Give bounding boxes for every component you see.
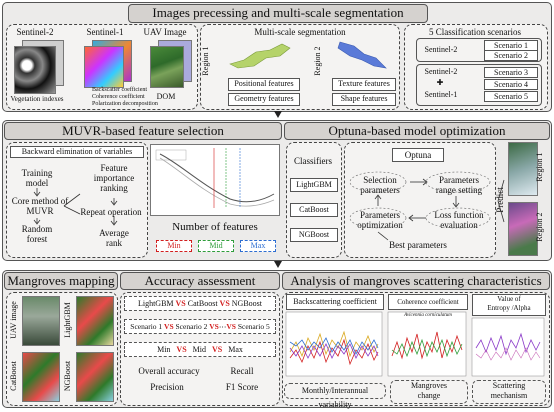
sentinel2-label: Sentinel-2 (16, 27, 54, 37)
region1-segment-map (229, 43, 291, 69)
repeat-operation-label: Repeat operation (80, 207, 142, 217)
feature-importance-label: Feature importance ranking (93, 163, 135, 193)
monthly-variability-box: Monthly/Interannual variability (284, 383, 386, 409)
vegetation-indexes-label: Vegetation indexes (10, 95, 64, 103)
uav-label: UAV Image (143, 27, 187, 37)
segmentation-title: Multi-scale segmentation (254, 27, 346, 37)
coherence-box: Coherence coefficient (388, 294, 468, 310)
max-box: Max (240, 240, 276, 252)
texture-features: Texture features (332, 78, 396, 91)
arrow-down-1-icon (274, 111, 282, 118)
backscatter-box: Backscattering coefficient (286, 294, 384, 310)
number-of-features-label: Number of features (172, 221, 258, 233)
entropy-box: Value of Entropy /Alpha (472, 294, 546, 316)
scenario-4: Scenario 4 (484, 79, 538, 90)
f1-score-label: F1 Score (225, 382, 259, 392)
region2-segment-map (337, 41, 387, 69)
coherence-chart (387, 311, 467, 377)
overall-accuracy-label: Overall accuracy (138, 366, 200, 376)
scenario-5: Scenario 5 (484, 91, 538, 102)
accuracy-title: Accuracy assessment (120, 272, 280, 290)
catboost-map-label: CatBoost (9, 361, 18, 391)
uav-map-label: UAV image (9, 301, 18, 339)
backward-elimination-box: Backward elimination of variables (10, 146, 144, 158)
plus-icon: ✚ (436, 78, 444, 87)
s1-feature-2: Coherence coefficient (92, 94, 145, 100)
scenarios-title: 5 Classification scenarios (429, 27, 521, 37)
training-model-label: Training model (21, 168, 53, 188)
mapping-title: Mangroves mapping (4, 272, 118, 290)
shape-features: Shape features (332, 93, 396, 106)
coherence-plot-title: Avicennia corniculatum (404, 313, 452, 318)
cls-sentinel1: Sentinel-1 (424, 90, 458, 99)
scenario-group-s2 (416, 38, 542, 62)
core-method-label: Core method of MUVR (11, 196, 69, 216)
range-setting-label: Parameters range setting (435, 175, 483, 195)
threshold-compare-row: Min VS Mid VS Max (124, 342, 276, 357)
selection-parameters-label: Selection parameters (360, 175, 400, 195)
positional-features: Positional features (228, 78, 300, 91)
seg-region2-label: Region 2 (313, 46, 322, 76)
predict-region2-label: Region 2 (535, 212, 544, 242)
scattering-title: Analysis of mangroves scattering charact… (282, 272, 550, 290)
muvr-plot-curves (155, 148, 275, 208)
geometry-features: Geometry features (228, 93, 300, 106)
catboost-map-image (22, 352, 60, 402)
lightgbm-map-label: LightGBM (63, 302, 72, 338)
cls-sentinel2: Sentinel-2 (424, 45, 458, 54)
dom-label: DOM (156, 92, 176, 101)
lightgbm-map-image (76, 296, 114, 346)
uav-image (150, 46, 184, 88)
loss-evaluation-label: Loss function evaluation (434, 210, 484, 230)
mid-box: Mid (198, 240, 234, 252)
predict-region2-image (508, 202, 538, 256)
scenario-group-s2s1 (416, 64, 542, 106)
classifier-compare-row: LightGBM VS CatBoost VS NGBoost (124, 296, 276, 311)
predict-region1-image (508, 142, 538, 196)
average-rank-label: Average rank (99, 228, 129, 248)
scenario-3: Scenario 3 (484, 67, 538, 78)
muvr-panel (6, 142, 148, 258)
muvr-flow-arrows (33, 188, 118, 226)
min-box: Min (156, 240, 192, 252)
s1-feature-1: Backscatter coefficient (92, 87, 148, 93)
ngboost-map-image (76, 352, 114, 402)
backscatter-chart (285, 311, 383, 377)
sentinel1-label: Sentinel-1 (86, 27, 124, 37)
s1-feature-3: Polarization decomposition (92, 101, 158, 107)
optuna-box: Optuna (392, 148, 444, 162)
classifiers-title: Classifiers (294, 156, 332, 166)
clf-lightgbm: LightGBM (290, 178, 338, 192)
recall-label: Recall (230, 366, 254, 376)
scattering-mechanism-box: Scattering mechanism (472, 380, 546, 404)
clf-ngboost: NGBoost (290, 228, 338, 242)
predict-arrow-icon (497, 179, 505, 223)
entropy-chart (471, 317, 545, 377)
section2-right-title: Optuna-based model optimization (284, 122, 550, 140)
precision-label: Precision (150, 382, 184, 392)
random-forest-label: Random forest (21, 224, 53, 244)
mangroves-change-box: Mangroves change (390, 380, 468, 404)
clf-catboost: CatBoost (290, 203, 338, 217)
cls-sentinel2b: Sentinel-2 (424, 67, 458, 76)
ngboost-map-label: NGBoost (63, 360, 72, 392)
uav-map-image (22, 296, 60, 346)
scenario-2: Scenario 2 (484, 50, 538, 61)
optuna-flow-arrows (349, 171, 491, 241)
sentinel2-image (14, 46, 56, 94)
scenario-compare-row: Scenario 1 VS Scenario 2 VS⋯VS Scenario … (124, 319, 276, 334)
section1-title: Images precessing and multi-scale segmen… (128, 4, 428, 23)
section2-left-title: MUVR-based feature selection (4, 122, 282, 140)
params-optimization-label: Parameters optimization (357, 210, 403, 230)
sentinel1-image (84, 46, 124, 88)
seg-region1-label: Region 1 (201, 46, 210, 76)
best-parameters-label: Best parameters (389, 240, 447, 250)
predict-region1-label: Region 1 (535, 152, 544, 182)
arrow-down-2-icon (274, 261, 282, 268)
